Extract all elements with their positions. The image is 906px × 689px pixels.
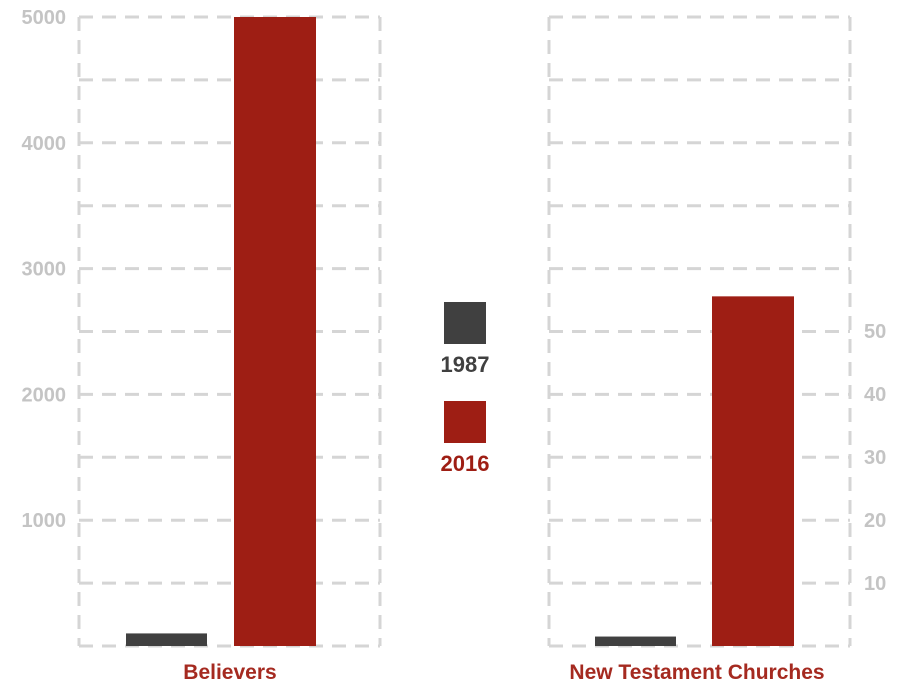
left-tick-label: 1000 [22,510,67,532]
category-label-new-testament-churches: New Testament Churches [569,661,824,684]
left-tick-label: 4000 [22,133,67,155]
right-bar-1987 [595,636,676,646]
grid-layer [77,15,852,648]
left-tick-label: 5000 [22,7,67,29]
tick-label-layer: 1000 2000 3000 4000 5000 10 20 30 40 50 [22,7,887,595]
left-bar-2016 [234,17,316,646]
legend-swatch-2016 [444,401,486,443]
left-tick-label: 3000 [22,259,67,281]
legend: 1987 2016 [441,302,490,476]
legend-label-2016: 2016 [441,451,490,476]
category-label-believers: Believers [183,661,276,684]
right-tick-label: 20 [864,510,886,532]
left-tick-label: 2000 [22,384,67,406]
right-tick-label: 30 [864,447,886,469]
right-tick-label: 40 [864,384,886,406]
bar-layer [126,17,794,646]
left-bar-1987 [126,633,207,646]
right-bar-2016 [712,296,794,646]
legend-swatch-1987 [444,302,486,344]
legend-label-1987: 1987 [441,352,490,377]
right-tick-label: 50 [864,321,886,343]
right-tick-label: 10 [864,573,886,595]
